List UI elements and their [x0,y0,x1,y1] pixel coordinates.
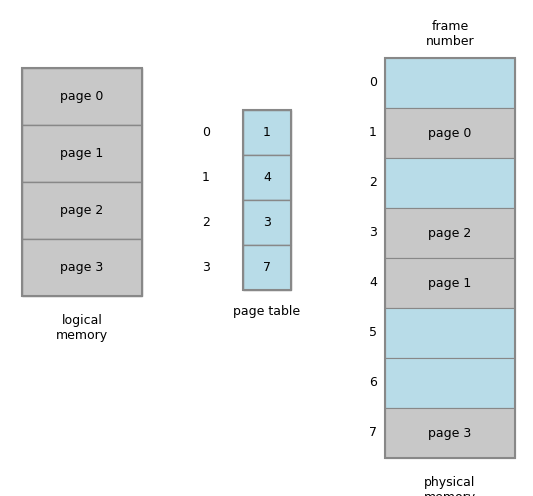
Bar [22,68,142,296]
Text: 2: 2 [369,177,377,189]
Text: 2: 2 [202,216,210,229]
Bar [22,239,142,296]
Bar [385,58,515,458]
Text: 4: 4 [369,276,377,290]
Text: 1: 1 [369,126,377,139]
Text: page 2: page 2 [429,227,472,240]
Bar [385,108,515,158]
Bar [385,258,515,308]
Text: 0: 0 [202,126,210,139]
Bar [243,155,291,200]
Bar [385,208,515,258]
Text: frame
number: frame number [426,20,474,48]
Bar [22,68,142,125]
Text: page 1: page 1 [60,147,103,160]
Text: 4: 4 [263,171,271,184]
Text: 7: 7 [369,427,377,439]
Text: page 0: page 0 [429,126,472,139]
Bar [243,110,291,290]
Bar [385,158,515,208]
Text: 5: 5 [369,326,377,339]
Text: page 2: page 2 [60,204,103,217]
Bar [22,182,142,239]
Bar [243,110,291,155]
Bar [385,58,515,108]
Text: 1: 1 [263,126,271,139]
Text: 1: 1 [202,171,210,184]
Bar [385,408,515,458]
Bar [385,358,515,408]
Text: 3: 3 [369,227,377,240]
Text: 3: 3 [263,216,271,229]
Bar [22,125,142,182]
Bar [243,245,291,290]
Text: 0: 0 [369,76,377,89]
Text: page table: page table [233,306,301,318]
Text: 3: 3 [202,261,210,274]
Text: 7: 7 [263,261,271,274]
Text: page 3: page 3 [60,261,103,274]
Text: page 3: page 3 [429,427,472,439]
Text: page 1: page 1 [429,276,472,290]
Bar [385,308,515,358]
Text: page 0: page 0 [60,90,104,103]
Bar [243,200,291,245]
Text: logical
memory: logical memory [56,314,108,342]
Text: physical
memory: physical memory [424,476,476,496]
Text: 6: 6 [369,376,377,389]
